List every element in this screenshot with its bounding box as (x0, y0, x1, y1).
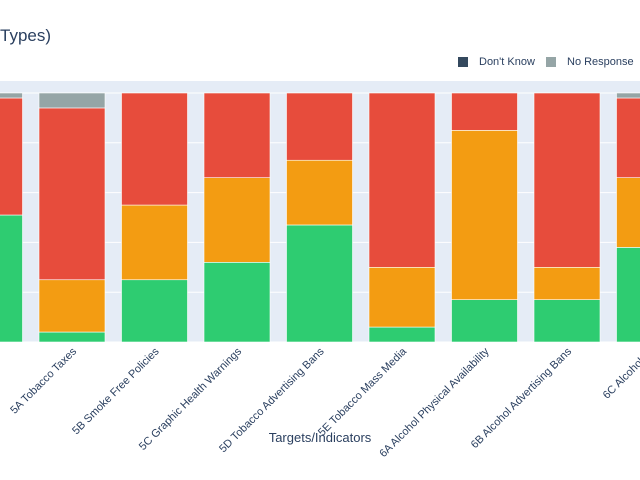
bar-segment-3-1[interactable] (203, 177, 271, 263)
bar-segment-8-0[interactable] (616, 247, 640, 343)
legend-swatch-no-response (546, 57, 556, 67)
chart-title: Types) (0, 26, 52, 45)
bar-segment-1-4[interactable] (38, 92, 106, 109)
bar-segment-7-0[interactable] (533, 299, 601, 343)
bar-segment-2-1[interactable] (121, 204, 188, 281)
bar-segment-1-0[interactable] (38, 331, 106, 343)
legend-label-no-response: No Response (567, 56, 634, 68)
bar-segment-5-1[interactable] (368, 266, 436, 328)
bar-segment-7-2[interactable] (533, 92, 601, 268)
bar-segment-6-1[interactable] (451, 130, 518, 300)
bars (0, 92, 640, 343)
bar-segment-8-2[interactable] (616, 97, 640, 178)
bar-segment-1-2[interactable] (38, 107, 106, 281)
bar-segment-3-0[interactable] (203, 262, 271, 343)
bar-segment-5-2[interactable] (368, 92, 436, 268)
bar-segment-8-1[interactable] (616, 177, 640, 248)
bar-segment-7-1[interactable] (533, 266, 601, 300)
bar-segment-0-2[interactable] (0, 97, 23, 216)
legend-item-dont-know[interactable]: Don't Know (458, 56, 535, 68)
legend-label-dont-know: Don't Know (479, 56, 535, 68)
bar-segment-1-1[interactable] (38, 279, 106, 333)
x-axis-title: Targets/Indicators (269, 430, 372, 445)
bar-segment-0-0[interactable] (0, 214, 23, 343)
bar-segment-3-2[interactable] (203, 92, 271, 178)
bar-segment-2-0[interactable] (121, 279, 188, 343)
bar-segment-6-2[interactable] (451, 92, 518, 131)
x-tick-label-2: 5B Smoke Free Policies (70, 345, 162, 437)
x-tick-label-8: 6C Alcohol Ta (601, 345, 640, 402)
bar-segment-4-0[interactable] (286, 224, 353, 343)
bar-segment-4-2[interactable] (286, 92, 353, 161)
x-tick-label-5: 5E Tobacco Mass Media (316, 345, 410, 439)
bar-segment-5-0[interactable] (368, 326, 436, 343)
legend-swatch-dont-know (458, 57, 468, 67)
bar-segment-2-2[interactable] (121, 92, 188, 206)
bar-segment-4-1[interactable] (286, 159, 353, 226)
bar-segment-6-0[interactable] (451, 299, 518, 343)
bar-segment-0-4[interactable] (0, 92, 23, 99)
bar-segment-8-4[interactable] (616, 92, 640, 99)
x-tick-label-7: 6B Alcohol Advertising Bans (469, 345, 575, 451)
legend-item-no-response[interactable]: No Response (546, 56, 634, 68)
x-tick-label-1: 5A Tobacco Taxes (8, 345, 79, 416)
